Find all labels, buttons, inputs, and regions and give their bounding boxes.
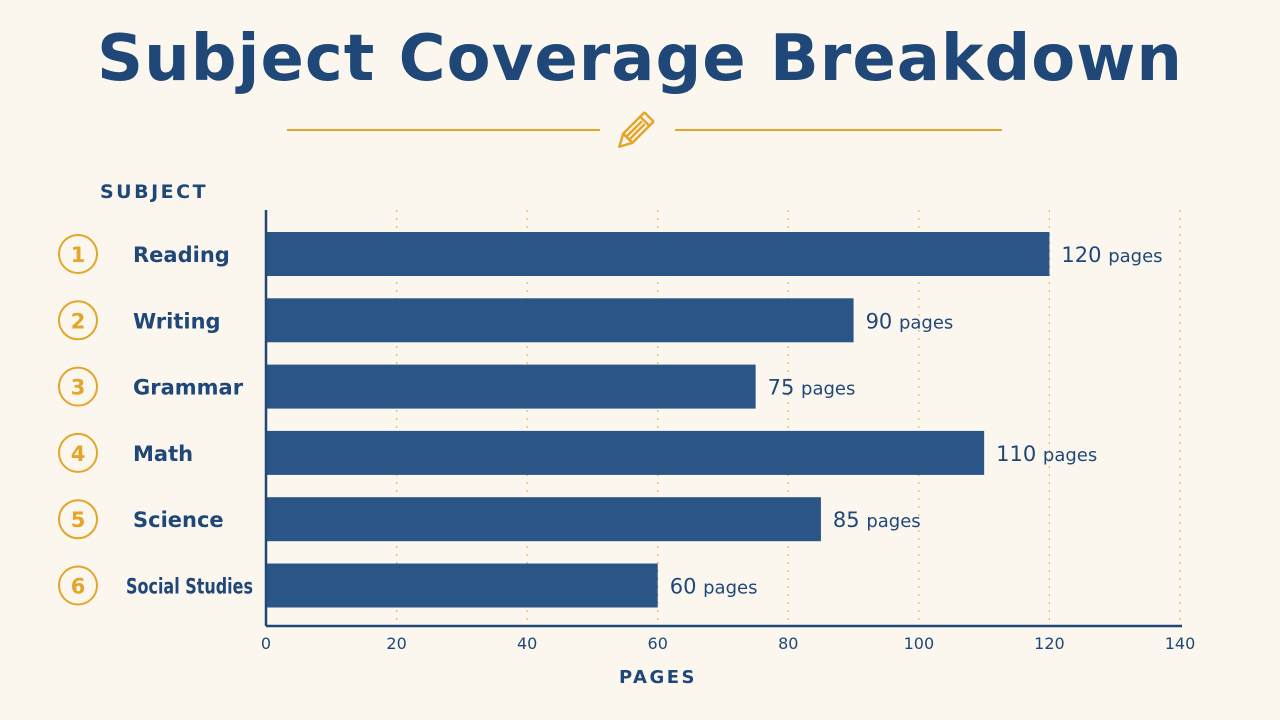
- rank-badge: [58, 432, 98, 473]
- x-tick-label: 80: [778, 634, 798, 653]
- bar: [266, 298, 854, 343]
- value-label: 110 pages: [996, 442, 1097, 466]
- rank-badge: [58, 366, 98, 407]
- category-label: Science: [133, 508, 224, 532]
- value-unit: pages: [703, 578, 757, 599]
- value-number: 120: [1061, 243, 1108, 267]
- chart-title: Subject Coverage Breakdown: [97, 22, 1183, 96]
- value-unit: pages: [899, 312, 953, 333]
- value-unit: pages: [866, 511, 920, 532]
- rank-number: 3: [71, 376, 86, 400]
- value-number: 60: [670, 575, 703, 599]
- bar: [266, 497, 821, 542]
- rank-badge: [58, 565, 98, 606]
- bar: [266, 430, 985, 475]
- rank-badge: [58, 499, 98, 540]
- category-label: Math: [133, 442, 193, 466]
- category-label: Social Studies: [126, 575, 253, 599]
- value-label: 75 pages: [768, 376, 856, 400]
- y-axis-heading: SUBJECT: [100, 181, 209, 203]
- value-number: 90: [866, 309, 899, 333]
- bar: [266, 563, 658, 608]
- bar: [266, 364, 756, 409]
- value-number: 85: [833, 508, 866, 532]
- rank-number: 1: [71, 243, 86, 267]
- title-ornament: [287, 111, 1002, 148]
- category-label: Writing: [133, 309, 221, 333]
- x-tick-label: 20: [386, 634, 406, 653]
- pencil-icon: [618, 111, 655, 148]
- value-number: 75: [768, 376, 801, 400]
- category-label: Grammar: [133, 376, 244, 400]
- value-label: 90 pages: [866, 309, 954, 333]
- value-unit: pages: [1108, 246, 1162, 267]
- value-number: 110: [996, 442, 1043, 466]
- value-label: 60 pages: [670, 575, 758, 599]
- x-tick-label: 60: [648, 634, 668, 653]
- bar: [266, 232, 1050, 276]
- value-unit: pages: [1043, 445, 1097, 466]
- rank-number: 2: [71, 309, 86, 333]
- x-axis-heading: PAGES: [618, 667, 697, 688]
- category-label: Reading: [133, 243, 230, 267]
- x-tick-label: 120: [1034, 634, 1065, 653]
- value-unit: pages: [801, 379, 855, 400]
- x-tick-label: 0: [261, 634, 271, 653]
- value-label: 85 pages: [833, 508, 921, 532]
- x-tick-label: 140: [1165, 634, 1196, 653]
- rank-badge: [58, 300, 98, 341]
- x-tick-label: 40: [517, 634, 537, 653]
- x-tick-label: 100: [904, 634, 935, 653]
- rank-number: 4: [71, 442, 86, 466]
- rank-number: 6: [71, 575, 86, 599]
- rank-number: 5: [71, 508, 86, 532]
- rank-badge: [58, 234, 98, 274]
- value-label: 120 pages: [1061, 243, 1162, 267]
